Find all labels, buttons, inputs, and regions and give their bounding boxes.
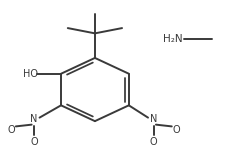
Text: O: O [7,125,15,135]
Text: O: O [149,137,157,147]
Text: N: N [30,114,37,124]
Text: H₂N: H₂N [162,34,182,44]
Text: O: O [172,125,179,135]
Text: O: O [30,137,38,147]
Text: N: N [149,114,157,124]
Text: HO: HO [22,69,37,79]
